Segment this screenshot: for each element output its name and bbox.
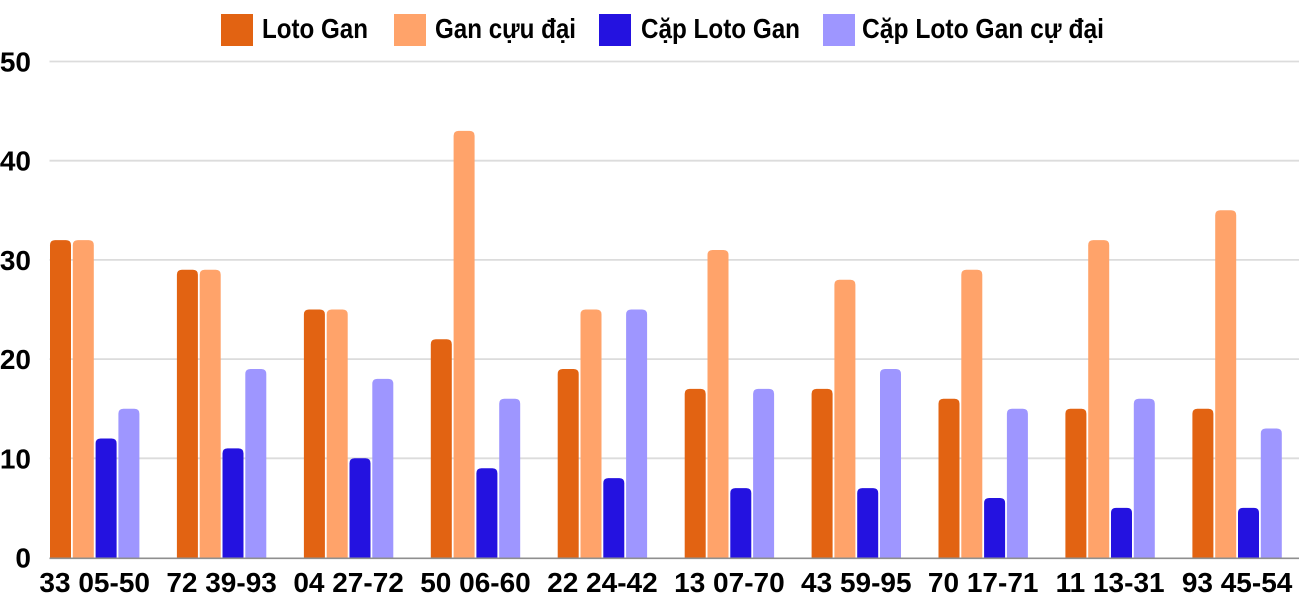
svg-text:72 39-93: 72 39-93 (166, 567, 277, 598)
svg-text:Cặp Loto Gan: Cặp Loto Gan (641, 13, 800, 44)
svg-text:13 07-70: 13 07-70 (674, 567, 785, 598)
svg-text:30: 30 (0, 245, 31, 276)
svg-text:04 27-72: 04 27-72 (293, 567, 404, 598)
svg-text:22 24-42: 22 24-42 (547, 567, 658, 598)
svg-text:43 59-95: 43 59-95 (801, 567, 912, 598)
svg-text:33 05-50: 33 05-50 (39, 567, 150, 598)
svg-text:Cặp Loto Gan cự đại: Cặp Loto Gan cự đại (862, 13, 1104, 44)
svg-text:50: 50 (0, 47, 31, 78)
svg-text:40: 40 (0, 146, 31, 177)
svg-text:70 17-71: 70 17-71 (928, 567, 1039, 598)
svg-text:11 13-31: 11 13-31 (1056, 567, 1165, 598)
svg-text:50 06-60: 50 06-60 (420, 567, 531, 598)
svg-text:0: 0 (15, 543, 31, 574)
svg-text:20: 20 (0, 344, 31, 375)
svg-text:Gan cựu đại: Gan cựu đại (435, 13, 576, 44)
svg-text:Loto Gan: Loto Gan (262, 13, 368, 44)
svg-text:10: 10 (0, 443, 31, 474)
svg-text:93 45-54: 93 45-54 (1182, 567, 1293, 598)
